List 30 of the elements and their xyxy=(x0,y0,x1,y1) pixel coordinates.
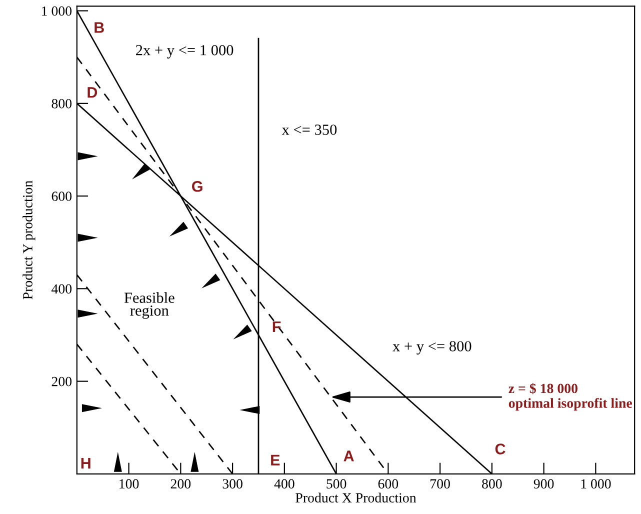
y-tick-label: 200 xyxy=(52,376,72,386)
x-axis-title: Product X Production xyxy=(296,492,416,503)
x-tick-label: 300 xyxy=(222,479,242,489)
annotation: H xyxy=(81,458,90,469)
x-tick-label: 200 xyxy=(170,479,191,489)
annotation: B xyxy=(94,22,104,33)
annotation: 2x + y <= 1 000 xyxy=(136,45,234,58)
annotation: G xyxy=(192,180,202,192)
x-tick-label: 500 xyxy=(326,479,346,489)
annotation: z = $ 18 000 optimal isoprofit line xyxy=(508,382,632,411)
annotation: F xyxy=(272,321,281,332)
annotation: x + y <= 800 xyxy=(392,341,472,355)
annotation: Feasible region xyxy=(124,292,174,319)
x-tick-label: 700 xyxy=(430,479,450,489)
y-tick-label: 600 xyxy=(52,192,72,201)
y-tick-label: 400 xyxy=(51,284,72,294)
x-tick-label: 900 xyxy=(534,479,554,489)
annotation: A xyxy=(344,450,354,462)
annotation: D xyxy=(88,87,98,98)
x-tick-label: 800 xyxy=(482,479,502,489)
x-tick-label: 400 xyxy=(274,479,294,489)
annotation: x <= 350 xyxy=(282,124,337,135)
x-tick-label: 600 xyxy=(378,479,398,489)
annotation: E xyxy=(271,454,280,466)
x-tick-label: 1 000 xyxy=(581,479,611,489)
annotation: C xyxy=(495,444,506,454)
y-tick-label: 1 000 xyxy=(42,6,72,16)
y-axis-title: Product Y production xyxy=(22,180,36,300)
y-tick-label: 800 xyxy=(52,99,72,108)
x-tick-label: 100 xyxy=(120,479,139,489)
